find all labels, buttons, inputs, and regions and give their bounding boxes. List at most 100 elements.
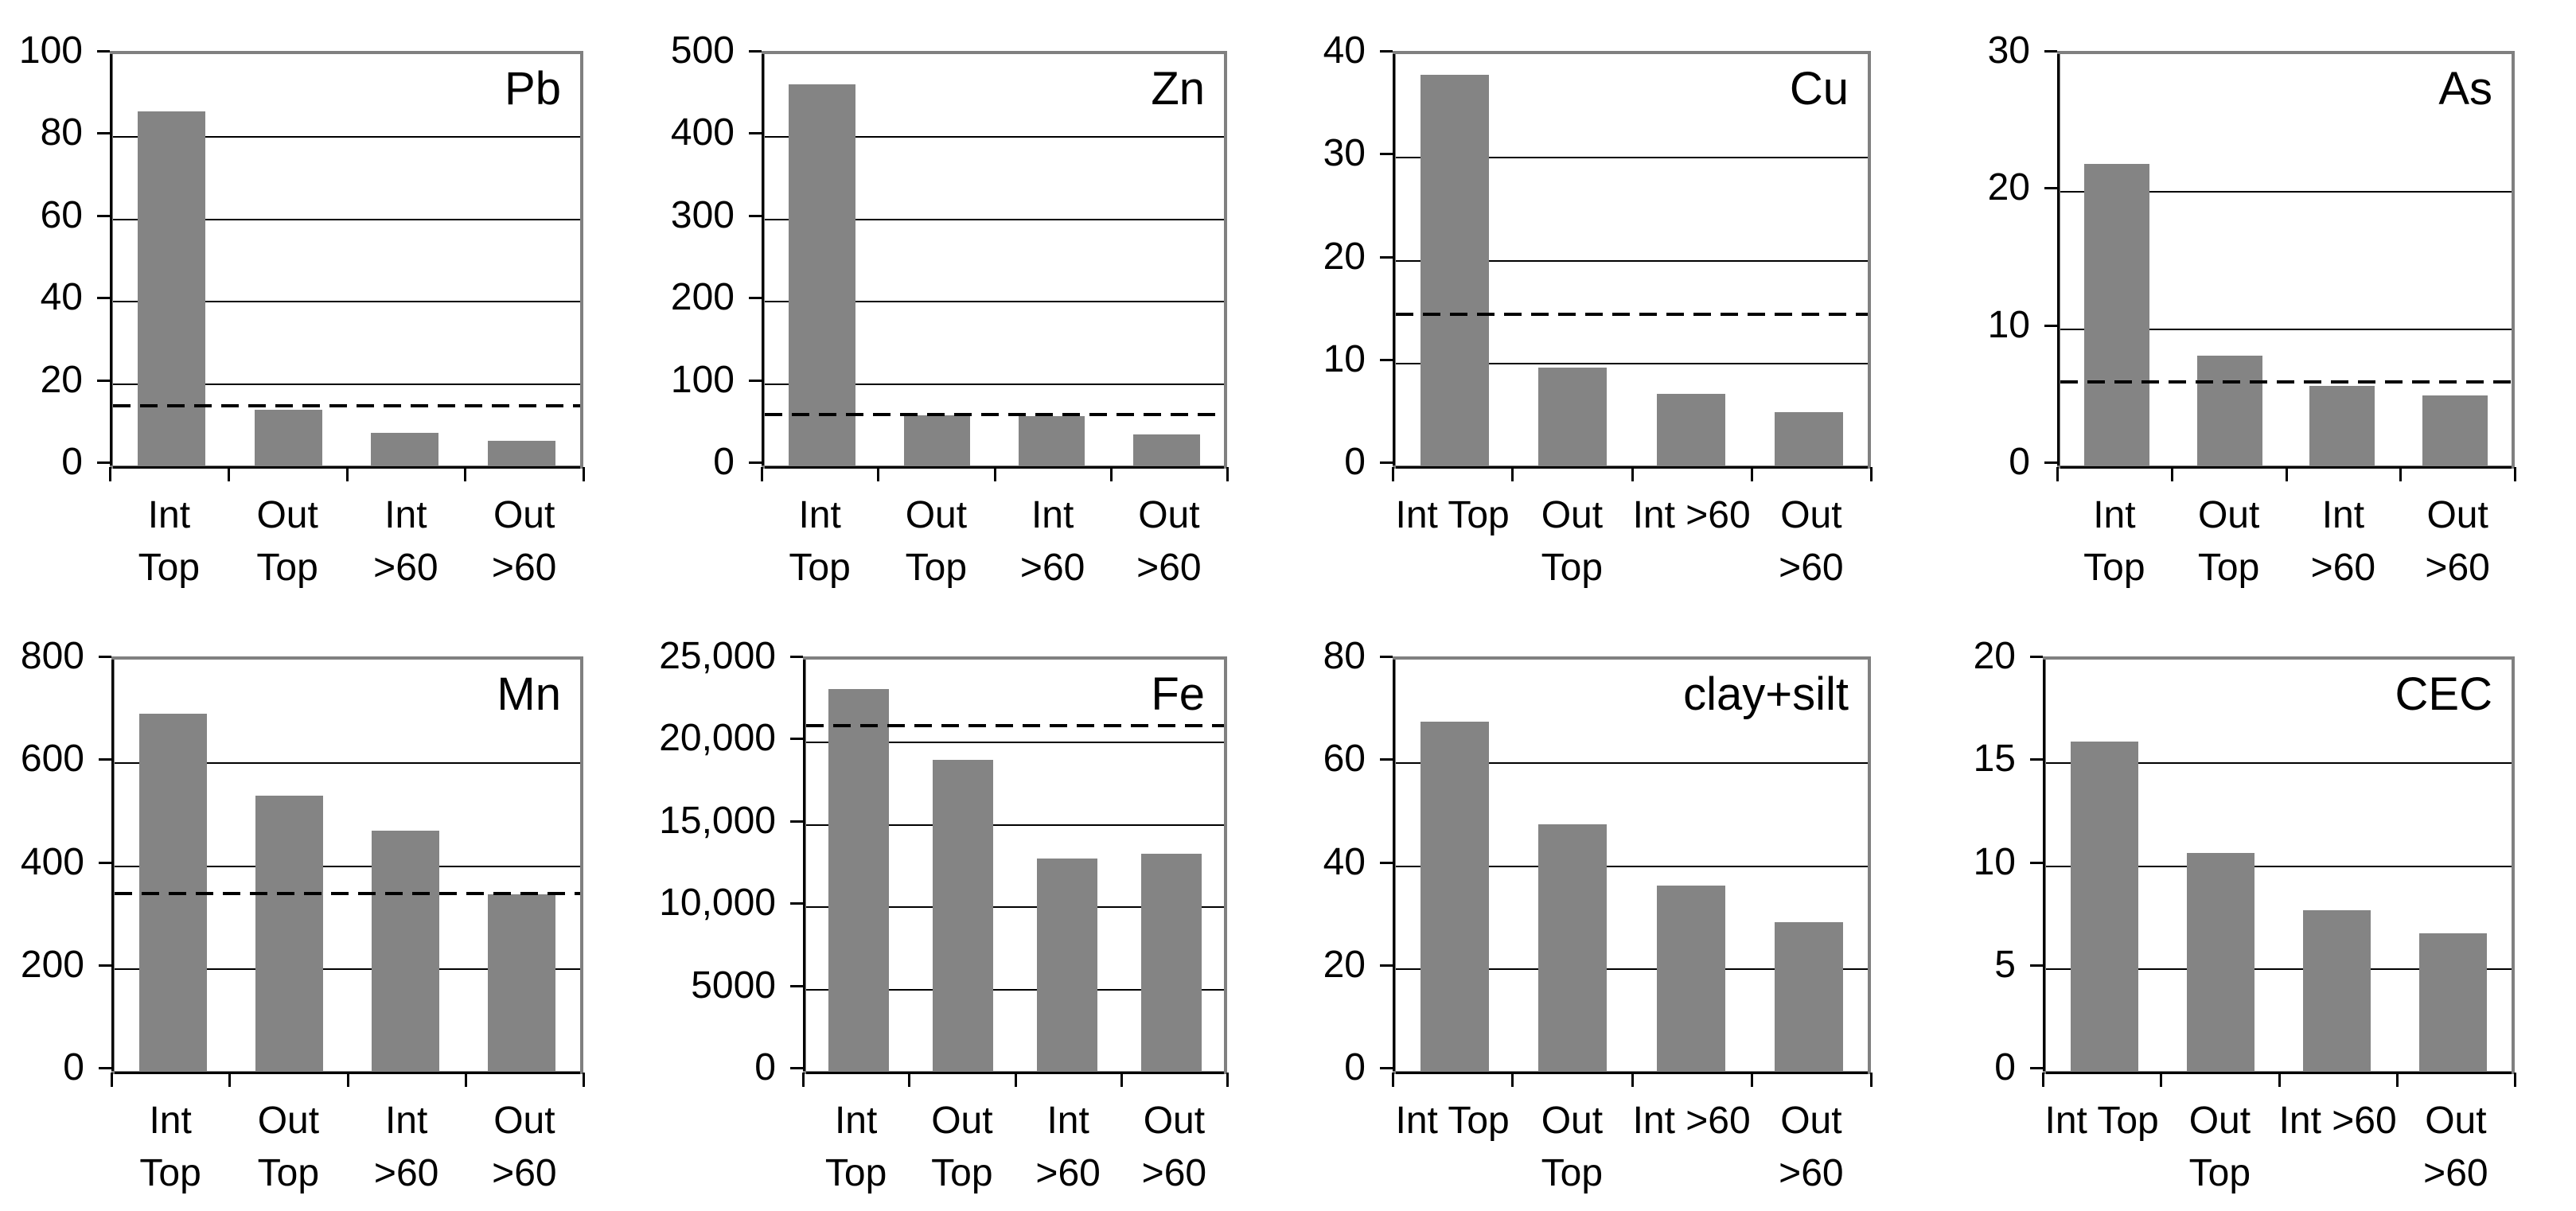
x-tick-mark — [111, 1073, 113, 1087]
bars-group — [806, 660, 1224, 1071]
x-category-label: Int Top — [138, 494, 201, 589]
y-tick-label: 40 — [40, 276, 83, 319]
y-tick-mark — [1380, 758, 1393, 761]
x-tick-mark — [228, 1073, 232, 1087]
x-tick-mark — [583, 1073, 585, 1087]
y-tick-mark — [1380, 358, 1393, 361]
y-tick-mark — [1380, 153, 1393, 156]
y-tick-mark — [749, 132, 762, 135]
bar-as-0 — [2083, 163, 2149, 465]
bar-slot — [230, 54, 347, 465]
gridline — [806, 988, 1224, 991]
bar-as-1 — [2196, 356, 2262, 465]
x-category-label: Out >60 — [2425, 494, 2490, 589]
y-tick-mark — [749, 214, 762, 217]
bar-mn-2 — [372, 831, 440, 1071]
chart-panel-clay-silt: clay+silt 0 20 40 60 80 Int Top Out Top Int >60 O… — [1288, 606, 1931, 1211]
x-tick-mark — [2278, 1073, 2281, 1087]
x-tick-mark — [109, 467, 111, 481]
chart-panel-as: As 0 10 20 30 Int Top Out Top Int >60 Out >60 — [1931, 0, 2575, 606]
plot-area-mn: Mn — [111, 656, 583, 1074]
bar-cu-3 — [1774, 411, 1843, 465]
dashed-reference-line — [1396, 313, 1868, 316]
x-tick-mark — [2285, 467, 2288, 481]
bar-slot — [2060, 54, 2173, 465]
plot-area-cu: Cu — [1393, 51, 1871, 469]
plot-area-zn: Zn — [762, 51, 1227, 469]
y-tick-label: 40 — [1323, 840, 1366, 883]
bar-slot — [348, 660, 464, 1071]
y-axis-line — [2043, 660, 2045, 1071]
y-tick-mark — [99, 758, 111, 761]
bars-group — [1396, 660, 1868, 1071]
x-category-label: Out >60 — [492, 1100, 557, 1194]
x-category-label: Int >60 — [1632, 1100, 1751, 1142]
y-tick-label: 15,000 — [659, 799, 776, 842]
bar-mn-1 — [255, 796, 323, 1071]
bar-zn-1 — [903, 415, 971, 465]
bars-group — [2060, 54, 2512, 465]
x-tick-mark — [802, 1073, 805, 1087]
bar-slot — [806, 660, 910, 1071]
bars-group — [2046, 660, 2512, 1071]
y-tick-label: 0 — [63, 1046, 84, 1088]
y-tick-label: 15 — [1973, 738, 2016, 781]
bar-slot — [1015, 660, 1120, 1071]
y-tick-label: 0 — [713, 441, 735, 483]
x-tick-mark — [1870, 467, 1873, 481]
bar-slot — [2286, 54, 2399, 465]
y-tick-label: 400 — [20, 840, 84, 883]
x-tick-mark — [1870, 1073, 1873, 1087]
x-category-label: Int Top — [2044, 1100, 2159, 1142]
chart-panel-mn: Mn 0 200 400 600 800 Int Top Out Top Int >60 Out … — [0, 606, 644, 1211]
y-tick-label: 20 — [1973, 635, 2016, 677]
x-tick-mark — [2042, 1073, 2044, 1087]
dashed-reference-line — [2060, 380, 2512, 384]
x-category-label: Int Top — [2083, 494, 2145, 589]
bar-cec-0 — [2070, 742, 2138, 1071]
bar-slot — [879, 54, 994, 465]
y-tick-mark — [2044, 187, 2057, 190]
x-category-label: Int Top — [789, 494, 851, 589]
y-tick-label: 200 — [670, 276, 735, 319]
chart-panel-cu: Cu 0 10 20 30 40 Int Top Out Top Int >60 Out >60 — [1288, 0, 1931, 606]
y-tick-mark — [99, 656, 111, 658]
bar-slot — [1396, 660, 1514, 1071]
y-tick-mark — [749, 50, 762, 53]
chart-panel-fe: Fe 0 5000 10,000 15,000 20,000 25,000 Int Top Ou… — [644, 606, 1288, 1211]
y-tick-label: 800 — [20, 635, 84, 677]
y-tick-label: 0 — [1344, 441, 1366, 483]
bar-pb-3 — [488, 440, 556, 465]
y-axis-line — [2057, 54, 2060, 465]
gridline — [113, 301, 580, 303]
y-tick-mark — [790, 902, 803, 905]
bars-group — [765, 54, 1224, 465]
bar-zn-0 — [789, 84, 855, 465]
y-tick-mark — [1380, 656, 1393, 658]
bar-cec-2 — [2303, 910, 2371, 1071]
y-axis-line — [110, 54, 112, 465]
bar-fe-3 — [1141, 854, 1202, 1071]
x-tick-mark — [2056, 467, 2059, 481]
y-tick-mark — [790, 984, 803, 987]
y-tick-label: 0 — [754, 1046, 776, 1088]
y-tick-mark — [749, 379, 762, 382]
y-tick-label: 80 — [40, 111, 83, 154]
bar-slot — [1396, 54, 1514, 465]
y-tick-label: 20,000 — [659, 717, 776, 760]
y-tick-mark — [97, 297, 110, 300]
bar-clay-silt-3 — [1774, 921, 1843, 1071]
plot-area-as: As — [2057, 51, 2515, 469]
gridline — [113, 383, 580, 385]
x-category-label: Int >60 — [2278, 1100, 2397, 1142]
x-category-label: Int Top — [824, 1100, 887, 1194]
y-tick-mark — [2044, 50, 2057, 53]
y-axis-line — [762, 54, 764, 465]
bar-slot — [347, 54, 464, 465]
y-axis-line — [1393, 54, 1395, 465]
x-tick-mark — [2514, 1073, 2516, 1087]
x-tick-mark — [1109, 467, 1113, 481]
x-category-label: Out Top — [905, 494, 968, 589]
y-tick-label: 5000 — [691, 964, 776, 1007]
